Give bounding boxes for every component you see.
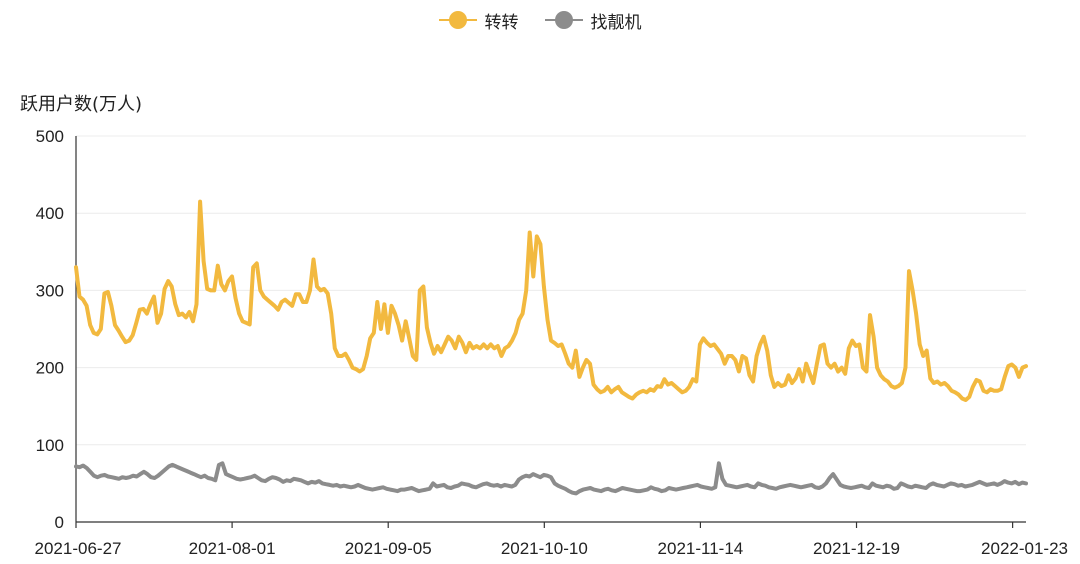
x-tick-label-3: 2021-10-10: [501, 539, 588, 558]
y-tick-label-1: 100: [36, 436, 64, 455]
x-tick-label-4: 2021-11-14: [658, 539, 744, 558]
legend: 转转 找靓机: [0, 6, 1080, 34]
legend-item-series-1[interactable]: 转转: [438, 8, 519, 33]
x-tick-label-0: 2021-06-27: [35, 539, 122, 558]
y-tick-label-4: 400: [36, 204, 64, 223]
y-tick-label-2: 200: [36, 359, 64, 378]
series-line-1: [74, 199, 1028, 402]
legend-series-1-icon: [438, 11, 477, 29]
x-tick-label-6: 2022-01-23: [981, 539, 1068, 558]
legend-item-series-2[interactable]: 找靓机: [544, 8, 642, 33]
legend-series-2-label: 找靓机: [590, 12, 642, 33]
x-tick-label-5: 2021-12-19: [813, 539, 900, 558]
y-tick-label-3: 300: [36, 281, 64, 300]
legend-series-1-label: 转转: [484, 12, 519, 33]
y-tick-label-5: 500: [36, 127, 64, 146]
legend-series-2-icon: [544, 11, 583, 29]
y-axis-title: 跃用户数(万人): [20, 94, 143, 115]
x-tick-label-2: 2021-09-05: [345, 539, 432, 558]
series-line-2: [74, 461, 1028, 496]
y-tick-label-0: 0: [55, 513, 64, 532]
x-tick-label-1: 2021-08-01: [189, 539, 276, 558]
